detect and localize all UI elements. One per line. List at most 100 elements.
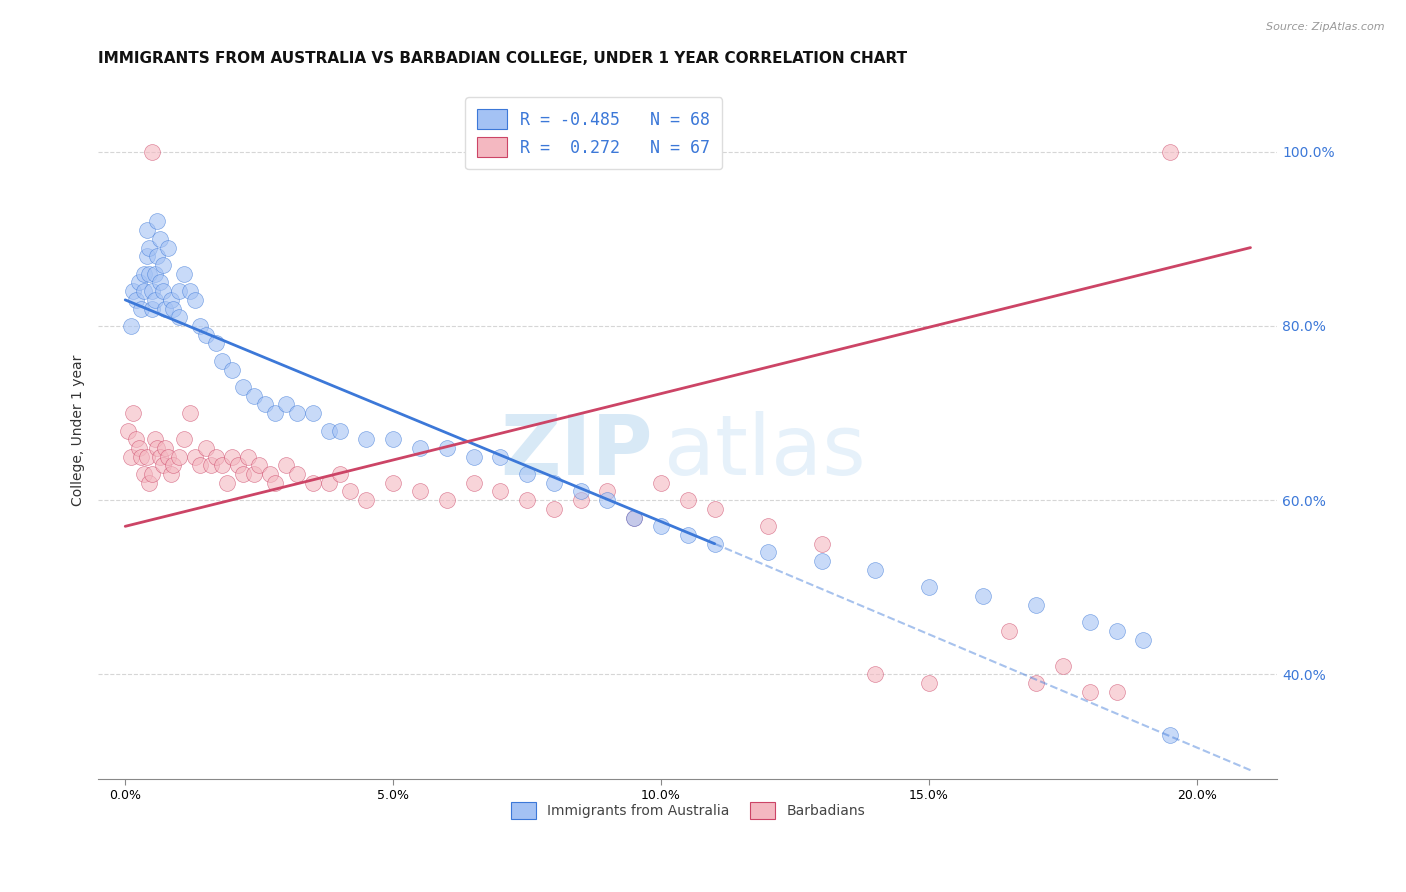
Point — [129, 301, 152, 316]
Point — [918, 676, 941, 690]
Point — [173, 432, 195, 446]
Point — [301, 406, 323, 420]
Point — [243, 389, 266, 403]
Point — [194, 327, 217, 342]
Point — [339, 484, 361, 499]
Point — [811, 537, 834, 551]
Point — [463, 475, 485, 490]
Point — [135, 249, 157, 263]
Point — [162, 301, 184, 316]
Point — [117, 424, 139, 438]
Point — [1105, 685, 1128, 699]
Point — [253, 397, 276, 411]
Point — [125, 293, 148, 307]
Point — [141, 467, 163, 481]
Point — [318, 424, 340, 438]
Text: atlas: atlas — [664, 411, 866, 491]
Point — [264, 406, 287, 420]
Point — [215, 475, 238, 490]
Point — [1105, 624, 1128, 638]
Point — [356, 493, 378, 508]
Point — [1078, 685, 1101, 699]
Point — [138, 475, 160, 490]
Point — [409, 441, 432, 455]
Point — [179, 284, 201, 298]
Point — [146, 441, 169, 455]
Point — [141, 301, 163, 316]
Point — [285, 467, 308, 481]
Point — [159, 467, 181, 481]
Point — [489, 484, 512, 499]
Point — [143, 267, 166, 281]
Point — [128, 276, 150, 290]
Point — [998, 624, 1021, 638]
Point — [149, 450, 172, 464]
Point — [157, 241, 180, 255]
Point — [329, 467, 352, 481]
Point — [516, 493, 538, 508]
Point — [596, 484, 619, 499]
Point — [238, 450, 260, 464]
Point — [865, 667, 887, 681]
Point — [141, 284, 163, 298]
Point — [756, 545, 779, 559]
Point — [382, 432, 405, 446]
Point — [703, 537, 725, 551]
Point — [1078, 615, 1101, 629]
Point — [143, 432, 166, 446]
Point — [489, 450, 512, 464]
Point — [1132, 632, 1154, 647]
Point — [1159, 728, 1181, 742]
Point — [676, 528, 699, 542]
Point — [184, 450, 207, 464]
Point — [569, 493, 592, 508]
Point — [543, 502, 565, 516]
Point — [157, 450, 180, 464]
Point — [184, 293, 207, 307]
Point — [179, 406, 201, 420]
Point — [436, 493, 458, 508]
Point — [301, 475, 323, 490]
Point — [159, 293, 181, 307]
Point — [259, 467, 281, 481]
Point — [128, 441, 150, 455]
Point — [274, 458, 297, 473]
Point — [143, 293, 166, 307]
Point — [135, 450, 157, 464]
Point — [543, 475, 565, 490]
Point — [221, 362, 243, 376]
Point — [149, 276, 172, 290]
Point — [188, 318, 211, 333]
Point — [1052, 658, 1074, 673]
Point — [146, 249, 169, 263]
Point — [135, 223, 157, 237]
Point — [811, 554, 834, 568]
Point — [138, 241, 160, 255]
Point — [149, 232, 172, 246]
Point — [122, 284, 145, 298]
Point — [122, 406, 145, 420]
Point — [226, 458, 249, 473]
Point — [194, 441, 217, 455]
Point — [285, 406, 308, 420]
Point — [232, 467, 254, 481]
Point — [167, 310, 190, 325]
Point — [125, 432, 148, 446]
Point — [1025, 598, 1047, 612]
Point — [211, 458, 233, 473]
Point — [918, 580, 941, 594]
Point — [274, 397, 297, 411]
Point — [200, 458, 222, 473]
Point — [152, 258, 174, 272]
Point — [356, 432, 378, 446]
Point — [703, 502, 725, 516]
Point — [155, 301, 177, 316]
Point — [205, 336, 228, 351]
Point — [167, 284, 190, 298]
Point — [146, 214, 169, 228]
Point — [623, 510, 645, 524]
Point — [865, 563, 887, 577]
Point — [569, 484, 592, 499]
Legend: Immigrants from Australia, Barbadians: Immigrants from Australia, Barbadians — [505, 797, 870, 824]
Point — [516, 467, 538, 481]
